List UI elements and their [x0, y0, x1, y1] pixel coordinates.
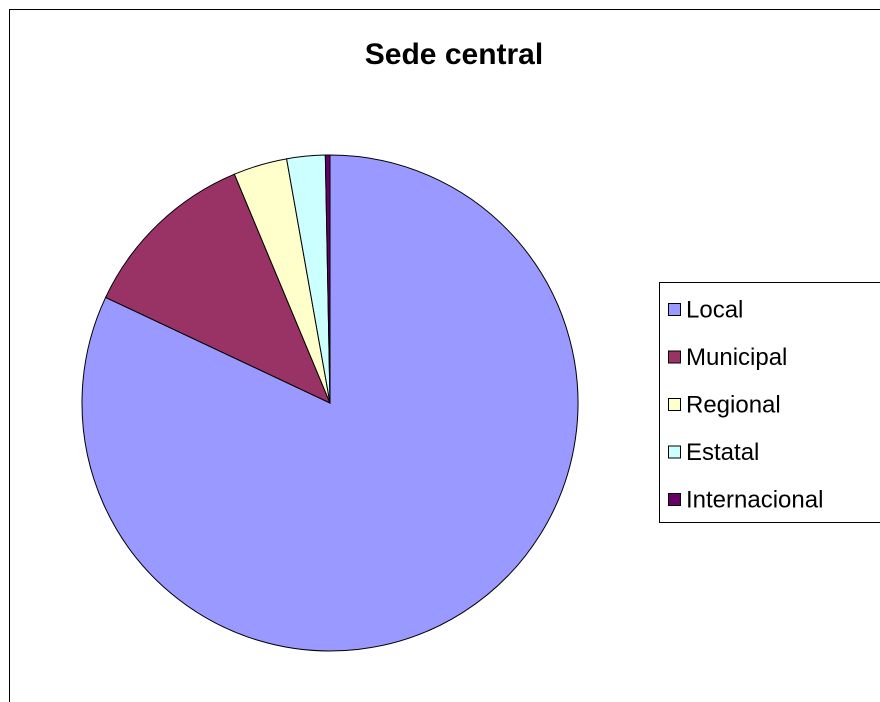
legend-label: Municipal [686, 344, 787, 371]
legend-swatch [668, 303, 681, 316]
legend-box [659, 282, 880, 523]
chart-title: Sede central [365, 38, 543, 71]
legend-swatch [668, 398, 681, 411]
legend-swatch [668, 445, 681, 459]
legend-label: Local [686, 296, 743, 323]
pie-slice [104, 173, 331, 405]
legend-swatch [668, 493, 681, 506]
legend-label: Estatal [686, 439, 759, 466]
legend-swatch [668, 350, 681, 364]
pie-slice [324, 154, 331, 404]
legend-label: Regional [686, 391, 781, 418]
legend-label: Internacional [686, 486, 823, 513]
